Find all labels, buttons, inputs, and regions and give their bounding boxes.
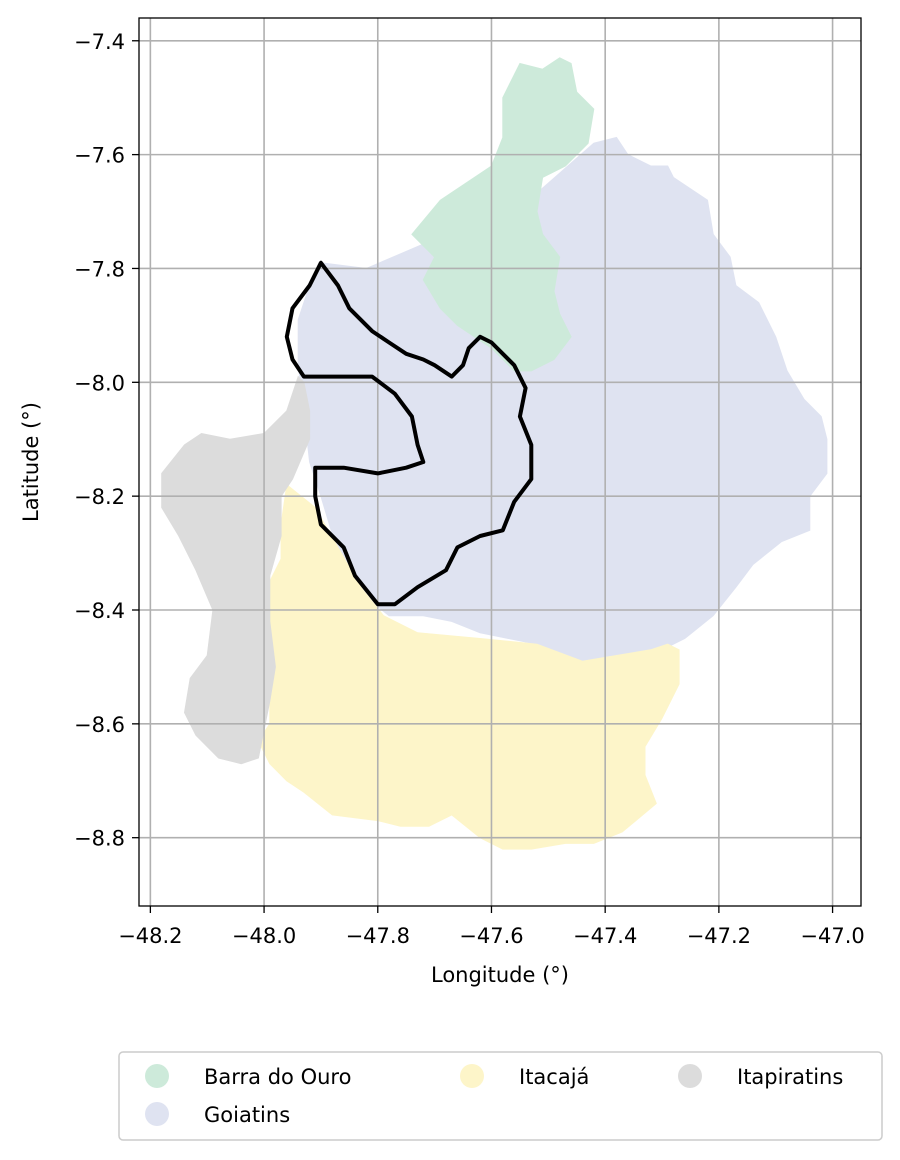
x-axis-ticks: −48.2 −48.0 −47.8 −47.6 −47.4 −47.2 −47.0 (118, 906, 865, 948)
y-tick-label-7: −8.8 (74, 827, 125, 851)
legend-label-goiatins: Goiatins (204, 1103, 290, 1127)
study-area-outline (284, 260, 534, 607)
grid-layer (139, 18, 861, 906)
y-axis-label: Latitude (°) (19, 402, 43, 522)
legend-marker-itacaja (460, 1064, 484, 1088)
legend-marker-itapiratins (678, 1064, 702, 1088)
legend-label-itapiratins: Itapiratins (737, 1065, 843, 1089)
y-tick-label-3: −8.0 (74, 371, 125, 395)
y-tick-label-1: −7.6 (74, 144, 125, 168)
legend: Barra do Ouro Itacajá Itapiratins Goiati… (118, 1051, 883, 1141)
legend-label-barra-do-ouro: Barra do Ouro (204, 1065, 351, 1089)
legend-item-itacaja: Itacajá (460, 1064, 589, 1089)
y-tick-label-5: −8.4 (74, 599, 125, 623)
legend-marker-barra-do-ouro (145, 1064, 169, 1088)
outline-layer (284, 260, 534, 607)
x-tick-label-1: −48.0 (232, 924, 296, 948)
legend-item-goiatins: Goiatins (145, 1102, 290, 1127)
legend-marker-goiatins (145, 1102, 169, 1126)
x-tick-label-5: −47.2 (687, 924, 751, 948)
y-tick-label-2: −7.8 (74, 257, 125, 281)
plot-frame (138, 17, 862, 907)
y-axis-ticks: −7.4 −7.6 −7.8 −8.0 −8.2 −8.4 −8.6 −8.8 (74, 30, 139, 851)
x-axis-label: Longitude (°) (431, 963, 569, 987)
x-tick-label-0: −48.2 (118, 924, 182, 948)
region-barra-do-ouro (411, 57, 595, 372)
x-tick-label-2: −47.8 (346, 924, 410, 948)
region-itacaja (257, 483, 680, 850)
legend-item-itapiratins: Itapiratins (678, 1064, 843, 1089)
x-tick-label-3: −47.6 (459, 924, 523, 948)
y-tick-label-0: −7.4 (74, 30, 125, 54)
map-plot-area (138, 17, 862, 907)
y-tick-label-4: −8.2 (74, 485, 125, 509)
x-tick-label-6: −47.0 (800, 924, 864, 948)
y-tick-label-6: −8.6 (74, 713, 125, 737)
legend-label-itacaja: Itacajá (519, 1065, 589, 1089)
x-tick-label-4: −47.4 (573, 924, 637, 948)
legend-item-barra-do-ouro: Barra do Ouro (145, 1064, 351, 1089)
